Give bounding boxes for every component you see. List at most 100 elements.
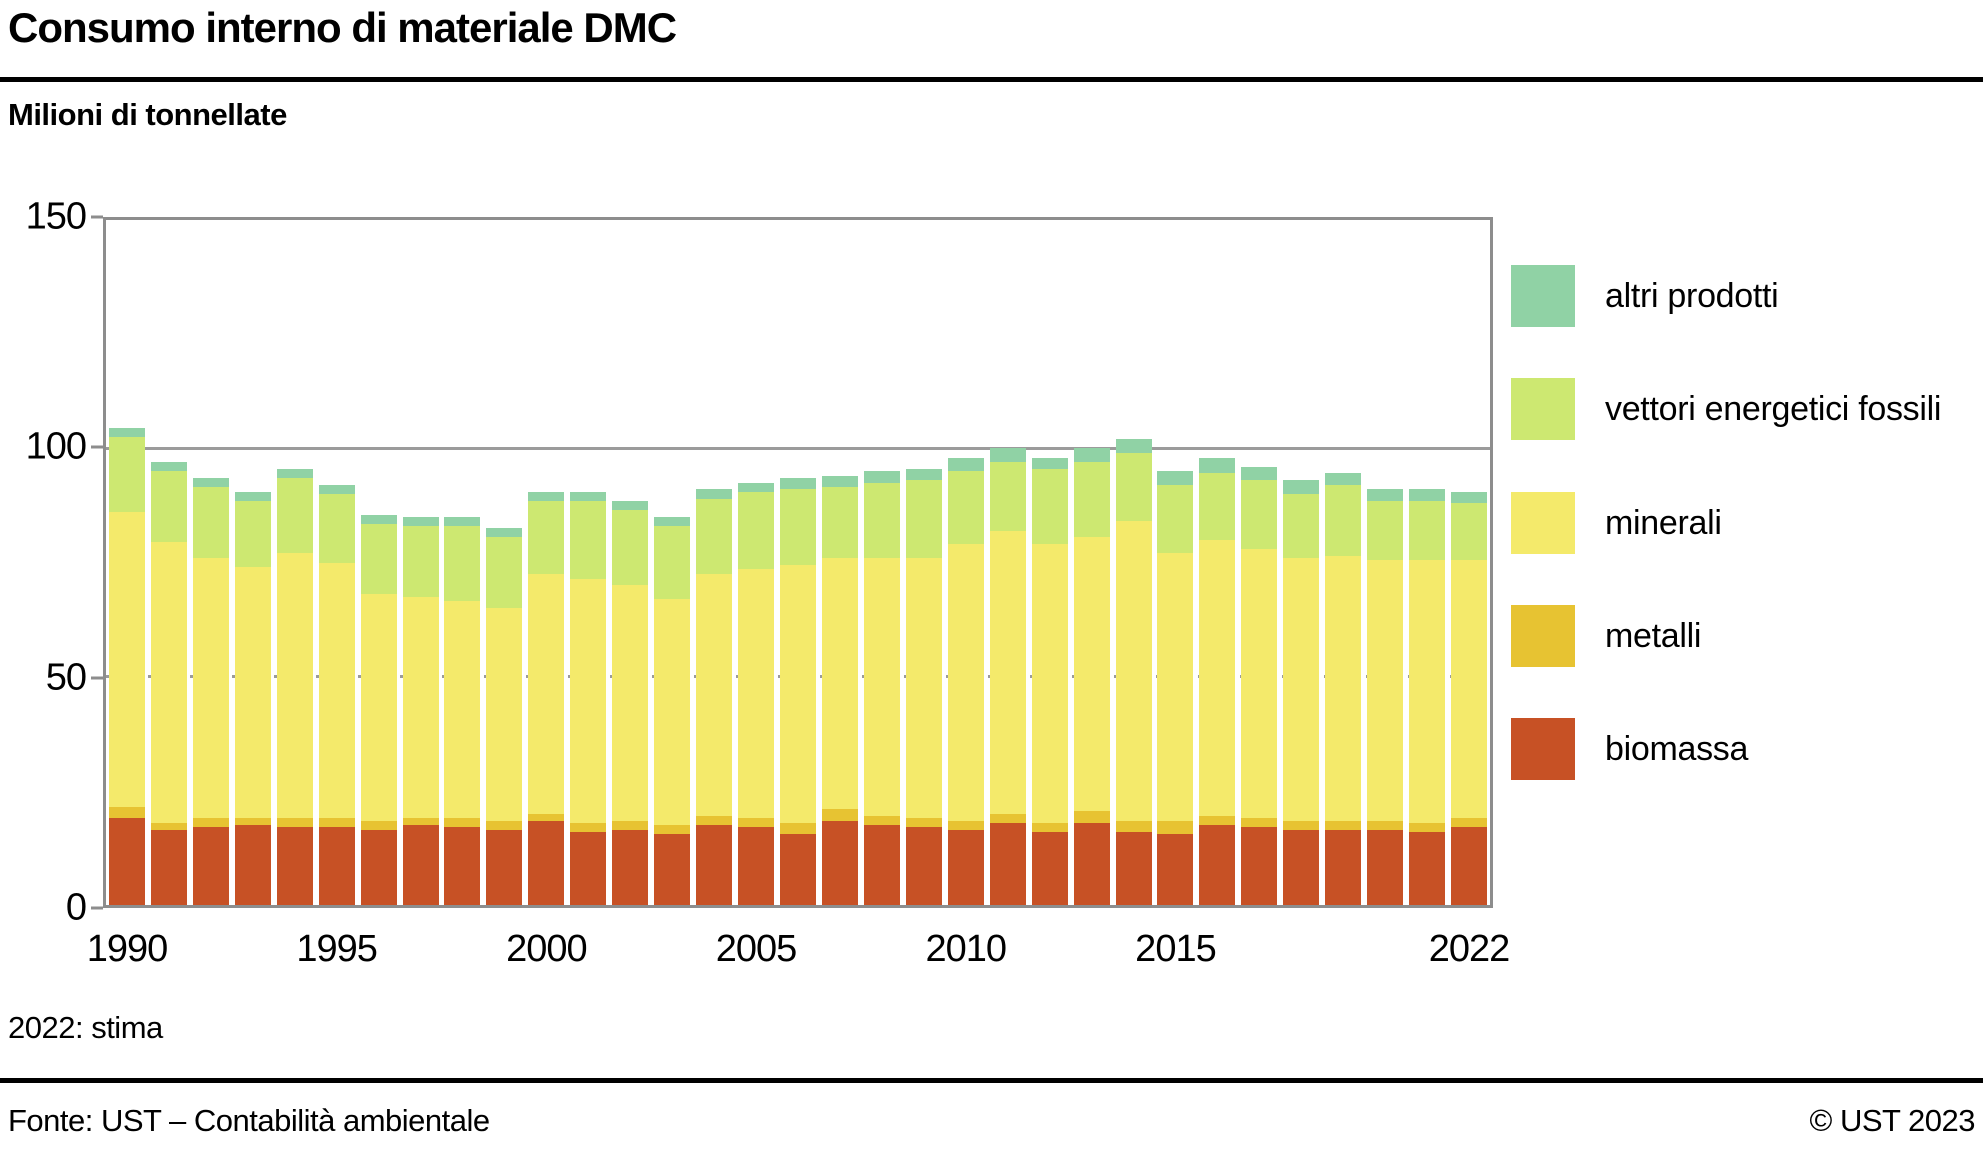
bar-segment-biomassa-1997 [402,825,439,905]
bar-segment-biomassa-2018 [1283,829,1320,905]
bar-segment-metalli-2005 [738,818,775,828]
y-tick-label-50: 50 [45,656,87,699]
bar-segment-biomassa-2001 [570,831,607,905]
x-tick-label-2010: 2010 [925,928,1007,970]
bar-segment-minerali-1998 [444,601,481,819]
y-tick-label-0: 0 [65,886,87,929]
bar-segment-biomassa-2000 [528,820,565,905]
bar-2021 [1409,489,1446,905]
footer-divider [0,1078,1983,1083]
bar-2014 [1115,439,1152,905]
bar-segment-metalli-2006 [780,822,816,835]
bar-segment-metalli-1993 [234,818,271,826]
bar-segment-minerali-2019 [1325,555,1362,821]
bar-2006 [780,478,816,905]
bar-segment-vettori_energetici_fossili-1990 [108,436,145,513]
bar-segment-minerali-2012 [1031,544,1068,823]
legend-label-altri_prodotti: altri prodotti [1605,277,1779,315]
bar-2013 [1073,448,1110,905]
legend-item-minerali: minerali [1511,492,1975,554]
bar-segment-minerali-2007 [821,557,858,810]
bar-segment-minerali-2008 [863,557,900,816]
bar-1997 [402,516,439,905]
bar-segment-vettori_energetici_fossili-2015 [1157,484,1194,554]
bar-segment-altri_prodotti-2002 [612,500,649,511]
bar-segment-minerali-1992 [192,557,229,819]
bar-segment-minerali-1997 [402,596,439,819]
bar-segment-minerali-1999 [486,608,523,821]
bar-segment-biomassa-2011 [989,822,1026,905]
bar-segment-vettori_energetici_fossili-1993 [234,500,271,568]
bar-segment-vettori_energetici_fossili-2014 [1115,452,1152,522]
bar-1994 [276,468,313,905]
bar-segment-biomassa-2015 [1157,834,1194,905]
bar-segment-biomassa-2017 [1241,827,1278,905]
bar-segment-metalli-1995 [318,818,355,828]
bar-segment-altri_prodotti-2007 [821,475,858,488]
bar-segment-biomassa-1992 [192,827,229,905]
bar-segment-vettori_energetici_fossili-2007 [821,487,858,558]
bar-1999 [486,528,523,905]
legend-label-metalli: metalli [1605,617,1702,655]
bar-segment-metalli-2021 [1409,822,1446,832]
x-tick-label-2015: 2015 [1135,928,1217,970]
x-tick-label-1990: 1990 [86,928,169,970]
bar-segment-biomassa-1993 [234,825,271,905]
bar-segment-vettori_energetici_fossili-2008 [863,482,900,558]
bar-segment-altri_prodotti-2016 [1199,457,1236,474]
plot-area [103,217,1493,908]
bar-segment-biomassa-2006 [780,834,816,905]
bar-segment-vettori_energetici_fossili-2001 [570,500,607,579]
bar-segment-minerali-2010 [947,544,984,821]
bar-segment-altri_prodotti-1990 [108,427,145,437]
bar-segment-vettori_energetici_fossili-2009 [905,480,942,558]
y-tick-label-150: 150 [25,195,87,238]
bar-segment-metalli-1991 [150,822,187,830]
bar-segment-altri_prodotti-2008 [863,471,900,483]
bar-2019 [1325,473,1362,905]
bar-2020 [1367,489,1404,905]
x-tick-label-2022: 2022 [1428,928,1511,970]
bar-segment-vettori_energetici_fossili-2000 [528,500,565,574]
bar-segment-biomassa-2022 [1451,827,1488,905]
bar-segment-vettori_energetici_fossili-1998 [444,526,481,602]
legend-swatch-altri_prodotti [1511,265,1575,327]
bar-segment-metalli-2010 [947,820,984,830]
bar-segment-metalli-2004 [696,815,733,826]
bar-segment-biomassa-2008 [863,825,900,905]
bar-2012 [1031,457,1068,905]
bar-segment-minerali-1996 [360,594,397,821]
bar-segment-biomassa-2004 [696,825,733,905]
legend-item-biomassa: biomassa [1511,718,1975,780]
legend-label-biomassa: biomassa [1605,730,1749,768]
bar-segment-altri_prodotti-1993 [234,491,271,501]
bar-segment-metalli-2000 [528,813,565,821]
bar-segment-metalli-1998 [444,818,481,828]
bars-layer [106,220,1490,905]
bar-segment-minerali-2018 [1283,557,1320,821]
axis-unit-label: Milioni di tonnellate [8,97,287,132]
legend-swatch-biomassa [1511,718,1575,780]
y-tick-mark-150 [91,215,103,219]
bar-segment-metalli-1997 [402,818,439,826]
bar-segment-biomassa-2010 [947,829,984,905]
bar-segment-biomassa-1999 [486,829,523,905]
bar-segment-vettori_energetici_fossili-2020 [1367,500,1404,561]
bar-segment-minerali-2001 [570,578,607,823]
bar-segment-altri_prodotti-2012 [1031,457,1068,469]
bar-segment-minerali-2011 [989,530,1026,814]
bar-segment-vettori_energetici_fossili-2013 [1073,462,1110,538]
bar-segment-altri_prodotti-1992 [192,478,229,488]
bar-1998 [444,516,481,905]
bar-segment-minerali-1991 [150,541,187,823]
bar-segment-minerali-1993 [234,567,271,819]
bar-segment-metalli-2001 [570,822,607,832]
y-tick-mark-0 [91,906,103,910]
bar-segment-vettori_energetici_fossili-2018 [1283,494,1320,558]
legend-label-minerali: minerali [1605,504,1722,542]
bar-segment-altri_prodotti-2005 [738,482,775,492]
bar-2009 [905,468,942,905]
bar-segment-biomassa-1994 [276,827,313,905]
bar-segment-biomassa-1990 [108,818,145,905]
